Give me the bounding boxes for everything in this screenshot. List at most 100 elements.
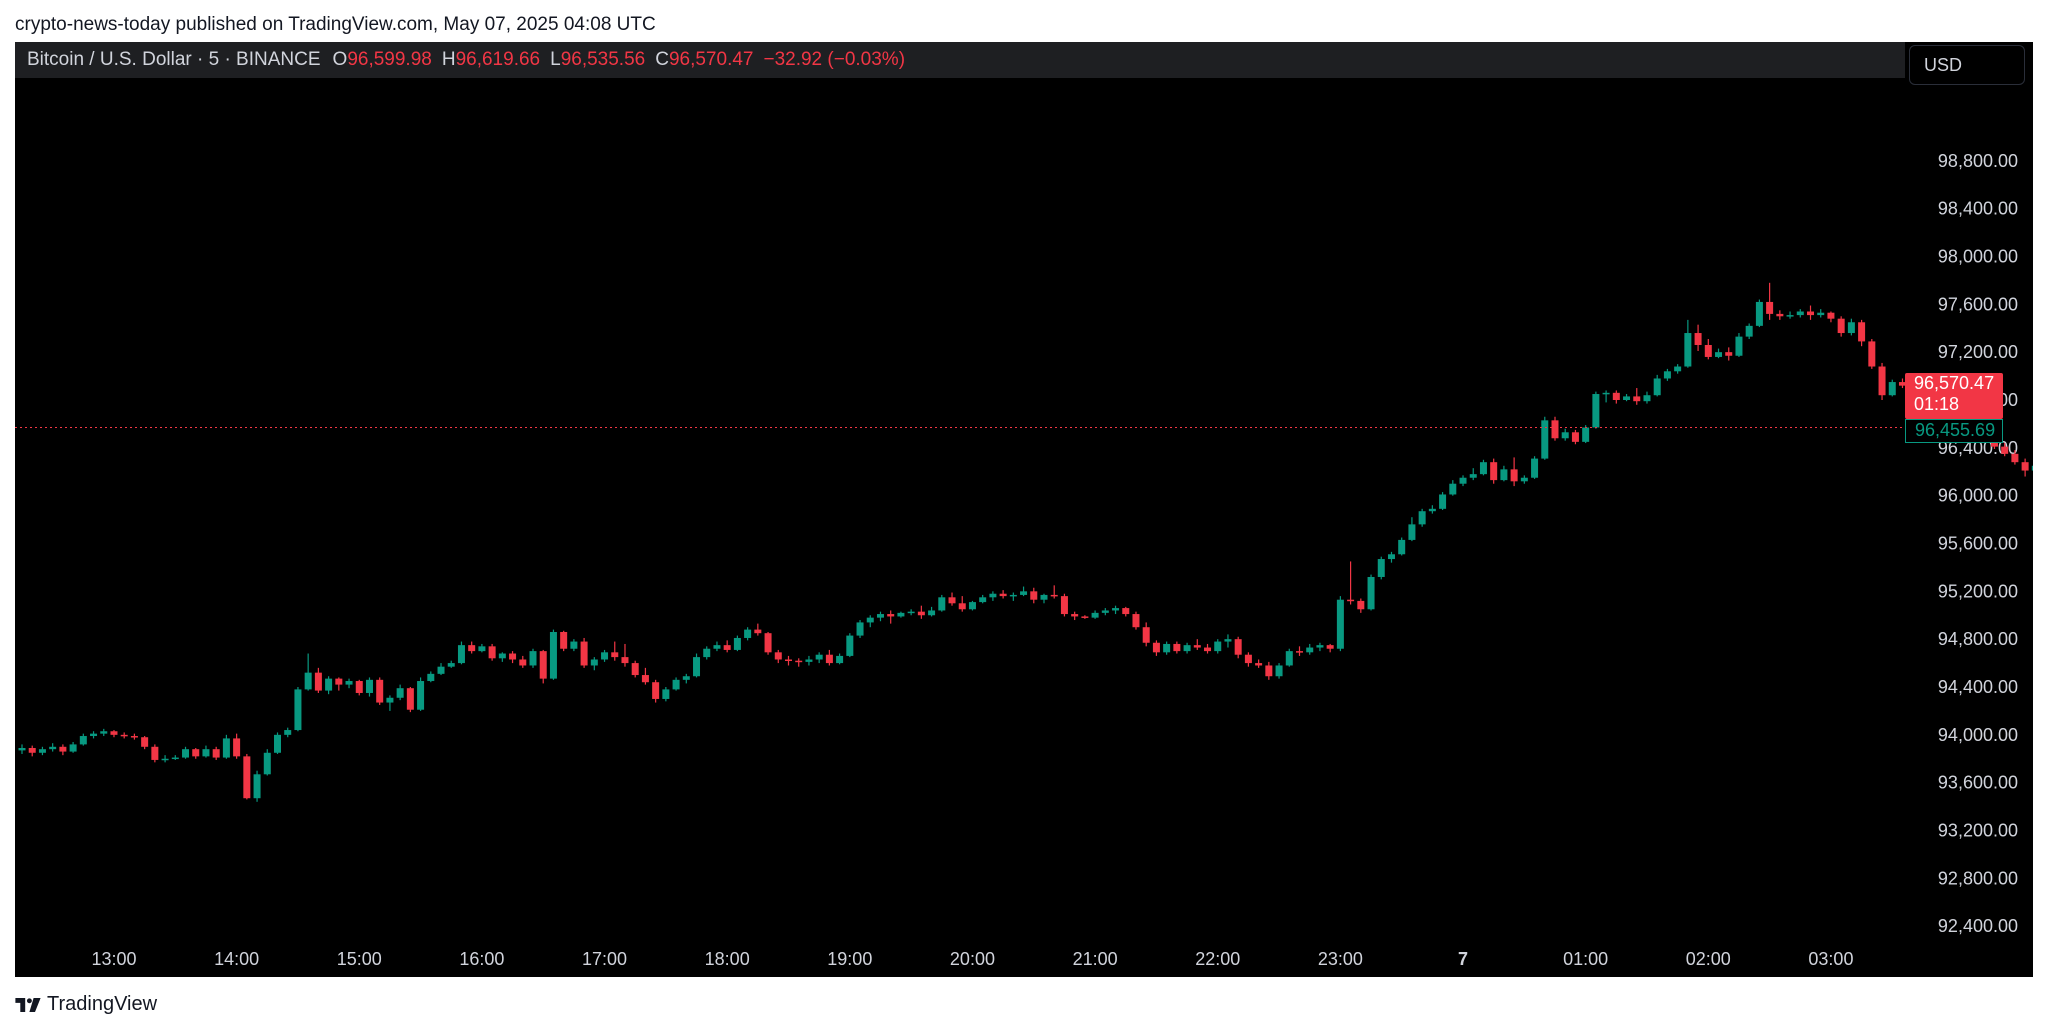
candle-body[interactable]: [1612, 392, 1620, 400]
candle-body[interactable]: [1060, 596, 1068, 615]
candle-body[interactable]: [928, 610, 936, 616]
candle-body[interactable]: [90, 733, 98, 737]
candle-body[interactable]: [171, 757, 179, 760]
candle-body[interactable]: [1807, 311, 1814, 316]
candle-body[interactable]: [1316, 645, 1324, 648]
candle-body[interactable]: [682, 676, 690, 680]
candle-body[interactable]: [1766, 301, 1774, 314]
candle-body[interactable]: [1275, 665, 1283, 677]
candle-body[interactable]: [1214, 641, 1222, 652]
candle-body[interactable]: [876, 614, 884, 618]
candle-body[interactable]: [294, 689, 302, 731]
candle-body[interactable]: [1112, 608, 1120, 611]
candle-body[interactable]: [233, 738, 241, 757]
candle-body[interactable]: [1500, 469, 1508, 481]
candle-body[interactable]: [1418, 511, 1426, 525]
candle-body[interactable]: [1531, 458, 1539, 478]
candle-body[interactable]: [529, 651, 537, 666]
candle-body[interactable]: [1296, 651, 1303, 653]
candle-body[interactable]: [1408, 524, 1416, 540]
candle-body[interactable]: [1122, 608, 1130, 615]
candle-body[interactable]: [1193, 645, 1201, 648]
candle-body[interactable]: [631, 663, 639, 676]
candle-body[interactable]: [1868, 341, 1876, 367]
candle-body[interactable]: [1745, 325, 1753, 337]
candle-body[interactable]: [79, 736, 87, 745]
candle-body[interactable]: [1439, 494, 1447, 509]
candle-body[interactable]: [570, 641, 578, 649]
candle-body[interactable]: [192, 749, 200, 757]
candle-body[interactable]: [723, 645, 731, 650]
candle-body[interactable]: [182, 749, 190, 758]
candle-body[interactable]: [1888, 382, 1896, 396]
candle-body[interactable]: [396, 688, 404, 698]
candle-body[interactable]: [795, 660, 803, 663]
candle-body[interactable]: [1561, 432, 1569, 439]
candle-body[interactable]: [345, 681, 353, 685]
candle-body[interactable]: [222, 738, 230, 758]
candle-body[interactable]: [560, 631, 568, 649]
candle-body[interactable]: [243, 756, 251, 799]
candle-body[interactable]: [1285, 651, 1293, 666]
candle-body[interactable]: [1837, 318, 1845, 334]
candle-body[interactable]: [1204, 647, 1212, 652]
candle-body[interactable]: [141, 737, 149, 747]
candle-body[interactable]: [1469, 474, 1477, 478]
candle-body[interactable]: [1050, 594, 1058, 597]
candle-body[interactable]: [1520, 477, 1528, 482]
candle-body[interactable]: [999, 593, 1007, 597]
candle-body[interactable]: [274, 734, 281, 753]
candle-body[interactable]: [856, 622, 864, 636]
candle-body[interactable]: [1081, 616, 1089, 618]
tradingview-logo[interactable]: TradingView: [15, 993, 157, 1016]
candle-body[interactable]: [968, 602, 976, 610]
candle-body[interactable]: [161, 758, 169, 761]
candle-body[interactable]: [1173, 643, 1181, 652]
candle-body[interactable]: [447, 663, 455, 667]
candle-body[interactable]: [1398, 539, 1406, 555]
candle-body[interactable]: [1152, 642, 1160, 653]
candle-body[interactable]: [519, 659, 527, 666]
candle-body[interactable]: [1009, 594, 1017, 597]
candle-body[interactable]: [836, 655, 844, 664]
candle-body[interactable]: [376, 679, 384, 703]
candle-body[interactable]: [1663, 371, 1671, 379]
candle-body[interactable]: [1306, 647, 1314, 653]
candle-body[interactable]: [130, 736, 138, 738]
candle-body[interactable]: [417, 681, 425, 710]
candle-body[interactable]: [151, 746, 159, 760]
candle-body[interactable]: [590, 659, 598, 666]
candle-body[interactable]: [733, 637, 741, 650]
candle-body[interactable]: [1265, 665, 1273, 677]
candle-body[interactable]: [1091, 612, 1099, 618]
candle-body[interactable]: [304, 672, 312, 690]
candle-body[interactable]: [703, 648, 711, 658]
candle-body[interactable]: [866, 617, 874, 623]
candle-body[interactable]: [887, 614, 895, 617]
candle-body[interactable]: [1684, 333, 1692, 367]
candle-body[interactable]: [1704, 344, 1712, 357]
candle-body[interactable]: [1571, 432, 1579, 442]
candle-body[interactable]: [18, 747, 26, 751]
candle-body[interactable]: [1878, 366, 1886, 396]
candle-body[interactable]: [1040, 594, 1048, 600]
candle-body[interactable]: [1326, 645, 1334, 649]
candle-body[interactable]: [989, 593, 997, 598]
candle-body[interactable]: [1786, 315, 1794, 317]
candle-body[interactable]: [764, 633, 772, 653]
candle-body[interactable]: [917, 611, 925, 616]
candle-body[interactable]: [1030, 591, 1038, 600]
candle-body[interactable]: [202, 749, 210, 757]
candle-body[interactable]: [2001, 446, 2009, 454]
candle-body[interactable]: [1633, 396, 1641, 402]
candle-body[interactable]: [1387, 554, 1395, 560]
candle-body[interactable]: [1234, 639, 1242, 655]
candle-body[interactable]: [785, 659, 792, 661]
candle-body[interactable]: [1847, 322, 1855, 334]
candle-body[interactable]: [1715, 352, 1723, 357]
candle-body[interactable]: [1183, 645, 1191, 652]
candle-body[interactable]: [1244, 654, 1252, 664]
candle-body[interactable]: [846, 635, 854, 656]
candle-body[interactable]: [1490, 462, 1498, 481]
candle-body[interactable]: [693, 657, 701, 677]
